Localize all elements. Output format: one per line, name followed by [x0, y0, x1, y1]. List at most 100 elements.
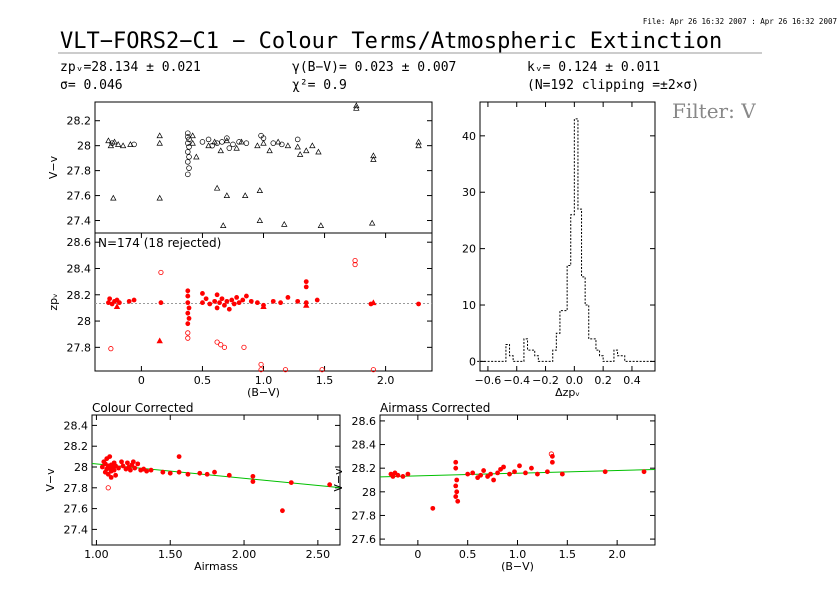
- data-point: [213, 184, 221, 191]
- data-point: [353, 102, 360, 109]
- data-point: [258, 367, 264, 373]
- y-tick-label: 28.2: [67, 115, 92, 128]
- data-point: [488, 471, 493, 477]
- x-tick-label: 1.00: [84, 548, 109, 561]
- data-point: [243, 140, 250, 146]
- axes-frame: [94, 232, 433, 372]
- data-point: [113, 303, 121, 310]
- data-point: [544, 469, 550, 475]
- data-point: [327, 482, 333, 488]
- y-tick-label: 28.2: [67, 289, 92, 302]
- data-point: [212, 469, 217, 475]
- data-point: [453, 459, 459, 465]
- data-point: [108, 475, 114, 480]
- data-point: [185, 310, 191, 316]
- data-point: [218, 342, 224, 348]
- data-point: [455, 498, 461, 504]
- data-point: [105, 485, 111, 491]
- x-tick-label: 0.0: [566, 374, 584, 387]
- y-tick-label: 28.2: [352, 462, 377, 475]
- data-point: [303, 279, 309, 285]
- panel-title: Airmass Corrected: [380, 401, 490, 415]
- data-point: [279, 141, 285, 148]
- y-axis-label: V−v: [332, 468, 345, 492]
- data-point: [186, 144, 192, 150]
- data-point: [226, 306, 232, 312]
- data-point: [220, 222, 227, 228]
- y-tick-label: 20: [462, 243, 476, 256]
- y-tick-label: 27.8: [67, 341, 92, 354]
- data-point: [260, 135, 267, 141]
- data-point: [105, 471, 111, 477]
- data-point: [185, 140, 191, 146]
- data-point: [405, 471, 411, 477]
- x-axis-label: Δzpᵥ: [555, 386, 580, 399]
- data-point: [131, 141, 137, 148]
- panel-title: Colour Corrected: [92, 401, 194, 415]
- data-point: [144, 468, 150, 474]
- data-point: [115, 141, 122, 147]
- data-point: [109, 140, 115, 146]
- data-point: [260, 303, 267, 310]
- data-point: [222, 302, 227, 308]
- data-point: [214, 292, 220, 298]
- data-point: [317, 222, 325, 228]
- data-point: [303, 147, 310, 154]
- data-point: [234, 295, 240, 300]
- data-point: [270, 140, 277, 146]
- data-point: [285, 295, 291, 300]
- data-point: [641, 469, 647, 475]
- data-point: [453, 494, 459, 499]
- data-point: [453, 483, 459, 489]
- data-point: [127, 467, 133, 473]
- x-tick-label: −0.6: [475, 374, 502, 387]
- data-point: [156, 194, 163, 201]
- data-point: [185, 288, 191, 294]
- data-point: [230, 141, 236, 148]
- data-point: [294, 136, 301, 143]
- data-point: [117, 300, 122, 306]
- zp-value: zpᵥ=28.134 ± 0.021: [60, 60, 201, 75]
- y-tick-label: 28.6: [67, 236, 92, 249]
- data-point: [303, 301, 310, 308]
- data-point: [186, 305, 192, 311]
- data-point: [233, 144, 240, 151]
- x-axis-label: (B−V): [501, 560, 534, 573]
- y-tick-label: 27.6: [67, 190, 92, 203]
- x-tick-label: −0.4: [503, 374, 530, 387]
- data-point: [319, 367, 325, 373]
- x-tick-label: 0: [414, 548, 421, 561]
- fit-line: [379, 468, 656, 478]
- data-point: [186, 316, 192, 321]
- data-point: [280, 508, 285, 514]
- data-point: [125, 460, 130, 466]
- y-tick-label: 27.8: [64, 482, 89, 495]
- data-point: [176, 454, 182, 459]
- y-axis-label: V−v: [44, 468, 57, 492]
- data-point: [186, 136, 192, 143]
- data-point: [470, 470, 476, 476]
- data-point: [176, 469, 182, 475]
- data-point: [390, 474, 396, 479]
- data-point: [105, 137, 112, 144]
- y-tick-label: 27.8: [352, 509, 377, 522]
- data-point: [204, 471, 210, 477]
- x-tick-label: 0.4: [623, 374, 641, 387]
- x-tick-label: 0.5: [194, 374, 212, 387]
- y-tick-label: 28: [362, 486, 376, 499]
- y-tick-label: 40: [462, 130, 476, 143]
- data-point: [288, 480, 294, 485]
- data-point: [368, 219, 376, 226]
- data-point: [231, 301, 237, 307]
- data-point: [219, 296, 225, 302]
- data-point: [501, 464, 506, 470]
- data-point: [236, 300, 242, 306]
- data-point: [352, 257, 358, 264]
- axes-frame: [379, 414, 656, 546]
- x-tick-label: 0.2: [594, 374, 612, 387]
- x-tick-label: 1.0: [255, 374, 273, 387]
- data-point: [266, 147, 273, 154]
- data-point: [256, 187, 264, 194]
- data-point: [148, 467, 154, 473]
